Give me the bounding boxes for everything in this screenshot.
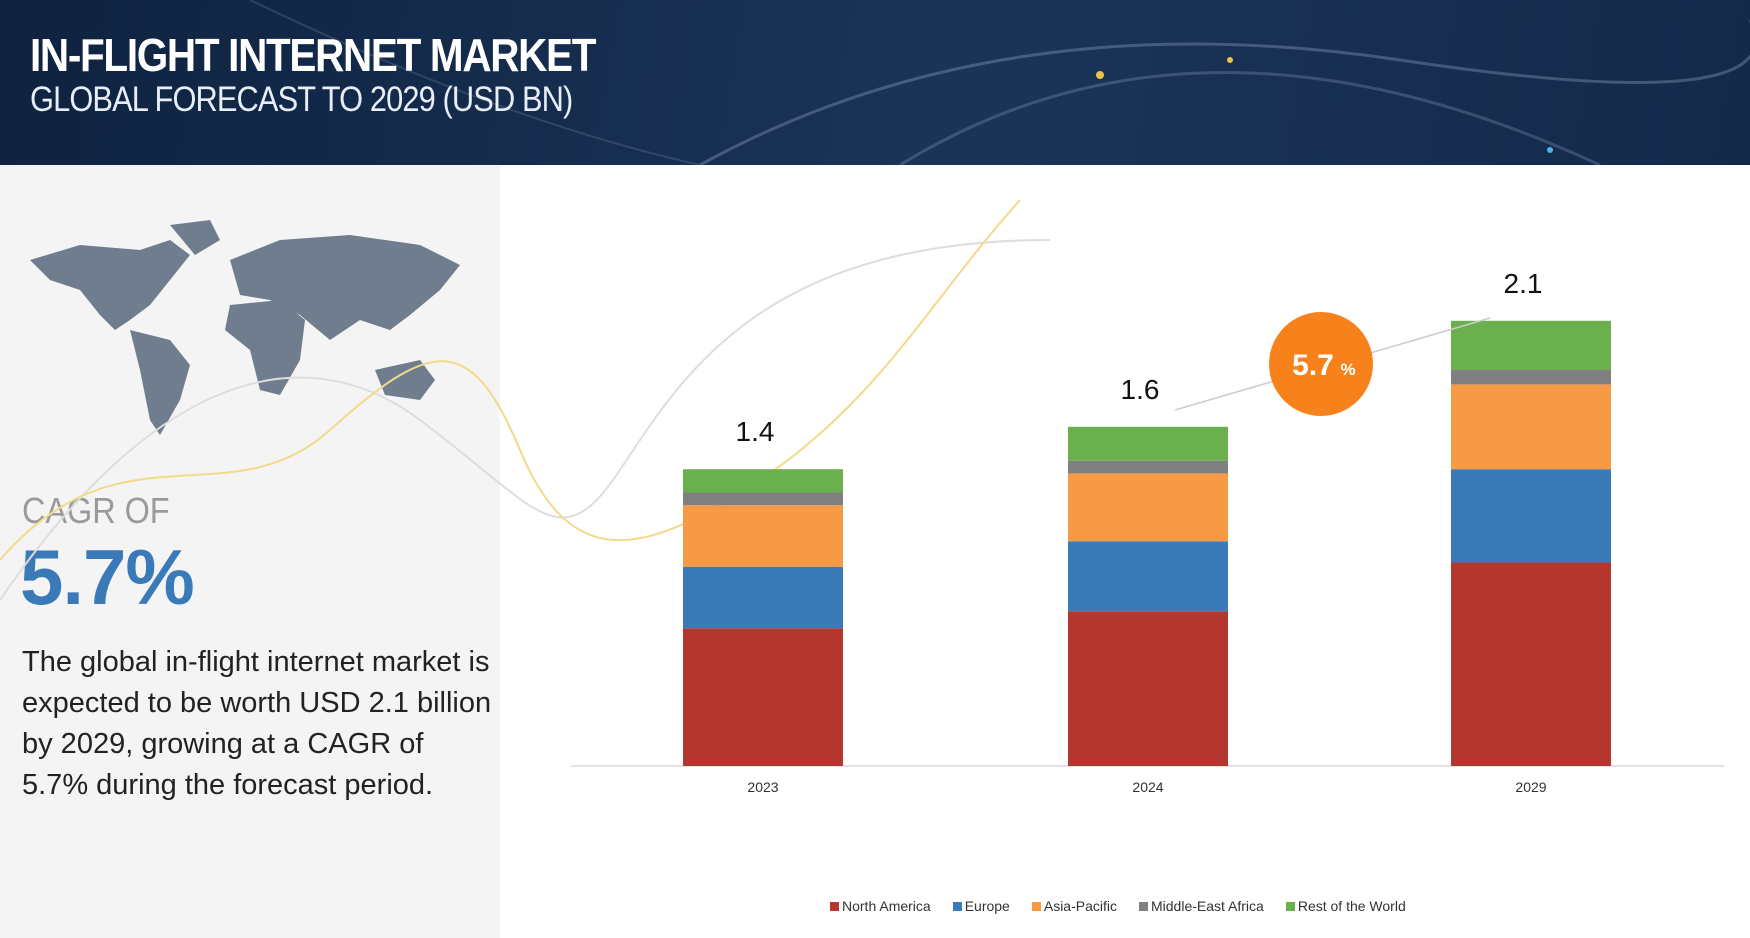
legend-label: Europe xyxy=(964,898,1010,914)
header-banner: IN-FLIGHT INTERNET MARKET GLOBAL FORECAS… xyxy=(0,0,1750,165)
decorative-curve xyxy=(0,199,1021,561)
decorative-curve xyxy=(0,239,1051,601)
flight-paths-decoration xyxy=(249,0,1750,165)
total-label: 1.4 xyxy=(736,416,775,447)
total-label: 1.6 xyxy=(1121,374,1160,405)
chart-legend: North America Europe Asia-Pacific Middle-Ea… xyxy=(830,898,1406,914)
bar-segment-middle-east-africa xyxy=(683,492,843,506)
bar-segment-north-america xyxy=(1451,562,1611,766)
bar-segment-europe xyxy=(1451,469,1611,563)
total-label: 2.1 xyxy=(1504,268,1543,299)
legend-item: Middle-East Africa xyxy=(1139,898,1264,914)
cagr-label: CAGR OF xyxy=(22,490,170,531)
legend-item: Asia-Pacific xyxy=(1031,898,1117,914)
bar-segment-asia-pacific xyxy=(683,505,843,567)
summary-panel: CAGR OF 5.7% The global in-flight intern… xyxy=(0,165,500,938)
legend-label: Middle-East Africa xyxy=(1151,898,1264,914)
legend-swatch xyxy=(952,902,962,911)
bar-segment-europe xyxy=(1068,541,1228,612)
legend-item: Rest of the World xyxy=(1285,898,1406,914)
world-map-icon xyxy=(30,220,460,435)
legend-item: North America xyxy=(830,898,931,914)
bar-segment-asia-pacific xyxy=(1068,473,1228,542)
bar-segment-rest-of-the-world xyxy=(1068,426,1228,461)
bar-segment-rest-of-the-world xyxy=(683,469,843,493)
bar-segment-north-america xyxy=(683,628,843,766)
bar-segment-middle-east-africa xyxy=(1451,369,1611,385)
cagr-badge-unit: % xyxy=(1340,360,1355,379)
bar-segment-rest-of-the-world xyxy=(1451,320,1611,370)
legend-label: North America xyxy=(842,898,931,914)
bar-segment-middle-east-africa xyxy=(1068,460,1228,474)
legend-label: Rest of the World xyxy=(1297,898,1406,914)
cagr-badge xyxy=(1269,312,1373,416)
legend-swatch xyxy=(1139,902,1148,911)
bar-segment-asia-pacific xyxy=(1451,384,1611,470)
legend-item: Europe xyxy=(952,898,1010,914)
legend-swatch xyxy=(1031,902,1041,911)
market-description: The global in-flight internet market is … xyxy=(22,646,492,801)
x-tick-label: 2023 xyxy=(747,779,778,795)
bar-segment-north-america xyxy=(1068,611,1228,766)
x-tick-label: 2029 xyxy=(1515,779,1546,795)
legend-label: Asia-Pacific xyxy=(1043,898,1117,914)
page-subtitle: GLOBAL FORECAST TO 2029 (USD BN) xyxy=(30,80,573,119)
legend-swatch xyxy=(1285,902,1295,911)
x-tick-label: 2024 xyxy=(1132,779,1163,795)
cagr-value: 5.7% xyxy=(20,533,195,621)
page-title: IN-FLIGHT INTERNET MARKET xyxy=(30,29,596,81)
legend-swatch xyxy=(830,902,839,911)
bar-segment-europe xyxy=(683,566,843,629)
cagr-badge-value: 5.7 xyxy=(1292,349,1334,382)
